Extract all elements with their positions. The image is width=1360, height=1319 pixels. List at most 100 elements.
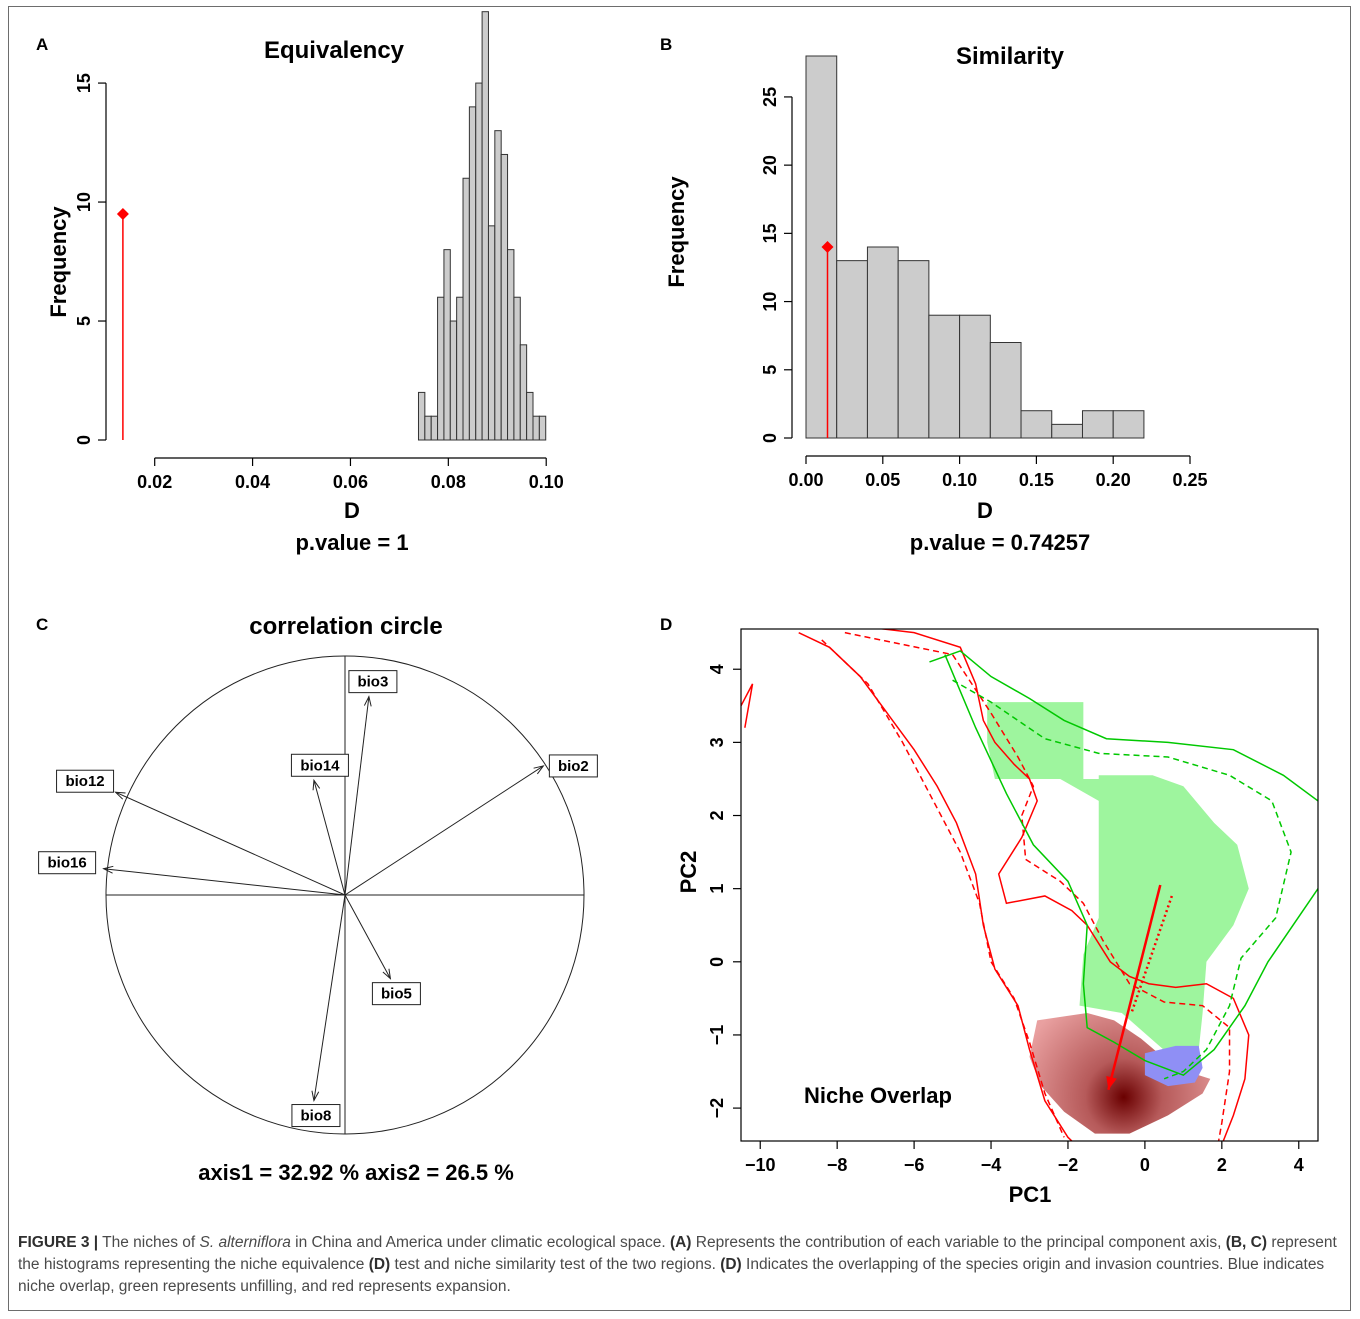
vector-label-bio12: bio12 <box>65 773 104 790</box>
d-y-tick-label-6: 4 <box>707 664 727 674</box>
d-x-tick-label-4: −2 <box>1058 1155 1079 1175</box>
b-bar-1 <box>836 260 868 439</box>
b-y-tick-label-4: 20 <box>760 155 780 175</box>
d-y-tick-label-4: 2 <box>707 811 727 821</box>
panel-b-axes: 0.00 0.05 0.10 0.15 0.20 0.25 0 5 10 15 20 25 <box>760 87 1208 490</box>
vector-bio12 <box>115 791 346 896</box>
vector-label-box-bio12 <box>56 769 115 793</box>
invasive-contour-dashed <box>952 679 1292 1080</box>
caption-ref-d1: (D) <box>368 1256 391 1273</box>
a-bar-6 <box>456 296 464 441</box>
vector-label-bio8: bio8 <box>301 1108 332 1125</box>
centroid-shift-arrowhead <box>1106 1075 1117 1090</box>
a-x-tick-label-4: 0.10 <box>529 472 564 492</box>
a-bar-11 <box>487 225 496 441</box>
a-bar-5 <box>449 320 458 441</box>
panel-d-box <box>740 628 1319 1142</box>
caption-text-5: test and niche similarity test of the tw… <box>390 1256 721 1273</box>
a-bar-0 <box>417 391 426 441</box>
d-x-tick-label-1: −8 <box>827 1155 848 1175</box>
panel-c-title: correlation circle <box>249 613 442 640</box>
invasive-contour-inner <box>944 654 1318 1077</box>
vector-arrowhead-bio2 <box>533 765 545 775</box>
panel-d-ylabel: PC2 <box>676 851 701 894</box>
a-bar-13 <box>500 153 509 441</box>
panel-a-ylabel: Frequency <box>46 206 71 318</box>
native-contour-island <box>741 683 754 728</box>
native-contour-outer <box>876 629 1250 1141</box>
a-bar-4 <box>443 249 451 441</box>
expansion-area <box>1029 1013 1211 1134</box>
vector-label-box-bio3 <box>348 670 398 694</box>
b-x-tick-label-1: 0.05 <box>865 470 900 490</box>
vector-bio5 <box>344 894 391 979</box>
vector-arrowhead-bio3 <box>363 695 372 707</box>
b-bar-8 <box>1051 423 1083 439</box>
caption-text-6: Indicates the overlapping of the species… <box>18 1256 1325 1295</box>
caption-species: S. alterniflora <box>199 1234 291 1251</box>
vector-bio16 <box>103 868 346 896</box>
caption-text-2: in China and America under climatic ecol… <box>290 1234 670 1251</box>
vector-label-bio2: bio2 <box>558 758 589 775</box>
panel-b: B Similarity 0.00 0.05 0.10 0.15 0.20 0.25 0 5 1… <box>660 35 1208 555</box>
panel-d-title: Niche Overlap <box>804 1083 952 1108</box>
panel-letter-a: A <box>36 35 48 54</box>
panel-letter-d: D <box>660 615 672 634</box>
d-y-tick-label-1: −1 <box>707 1025 727 1046</box>
figure-canvas: A Equivalency 0.02 0.04 0.06 0.08 0.10051015… <box>36 11 1319 1207</box>
a-observed-point <box>116 207 129 220</box>
panel-b-ylabel: Frequency <box>664 176 689 288</box>
a-y-tick-label-0: 0 <box>74 435 94 445</box>
b-bar-2 <box>866 246 899 439</box>
centroid-shift-dotted <box>1130 895 1174 1014</box>
panel-b-xlabel: D <box>977 498 993 523</box>
a-bar-10 <box>481 11 489 441</box>
b-bar-5 <box>959 314 991 439</box>
overlap-area <box>1144 1045 1203 1087</box>
a-y-tick-label-1: 5 <box>74 316 94 326</box>
a-bar-8 <box>468 106 477 441</box>
b-y-tick-label-5: 25 <box>760 87 780 107</box>
panel-letter-c: C <box>36 615 48 634</box>
a-y-tick-label-2: 10 <box>74 192 94 212</box>
b-y-tick-label-2: 10 <box>760 292 780 312</box>
caption-ref-d2: (D) <box>720 1256 742 1273</box>
a-bar-7 <box>462 177 470 441</box>
d-y-tick-label-5: 3 <box>707 737 727 747</box>
a-bar-9 <box>475 82 483 441</box>
d-x-tick-label-6: 2 <box>1217 1155 1227 1175</box>
vector-arrowhead-bio5 <box>382 968 392 980</box>
panel-b-pvalue: p.value = 0.74257 <box>910 530 1090 555</box>
b-bar-7 <box>1020 410 1053 439</box>
vector-arrowhead-bio8 <box>311 1090 320 1102</box>
b-x-tick-label-0: 0.00 <box>788 470 823 490</box>
b-y-tick-label-0: 0 <box>760 433 780 443</box>
b-bar-3 <box>897 260 930 439</box>
a-bar-17 <box>526 391 534 441</box>
a-bar-3 <box>437 296 445 441</box>
panel-a-pvalue: p.value = 1 <box>295 530 408 555</box>
invasive-contour-outer <box>929 650 1318 802</box>
panel-letter-b: B <box>660 35 672 54</box>
a-y-tick-label-3: 15 <box>74 73 94 93</box>
panel-b-bars <box>805 55 1145 439</box>
b-observed-point <box>821 241 834 253</box>
b-bar-4 <box>928 314 961 439</box>
vector-label-bio14: bio14 <box>300 757 340 774</box>
niche-overlap-plot <box>741 629 1318 1141</box>
native-contour-left <box>798 631 1073 1141</box>
d-x-tick-label-7: 4 <box>1294 1155 1304 1175</box>
d-x-tick-label-2: −6 <box>904 1155 925 1175</box>
figure-frame <box>8 6 1351 1311</box>
vector-label-box-bio5 <box>371 982 421 1006</box>
panel-a: A Equivalency 0.02 0.04 0.06 0.08 0.10 0 5 10 15… <box>36 11 564 555</box>
d-x-tick-label-0: −10 <box>745 1155 776 1175</box>
vector-label-bio5: bio5 <box>381 986 412 1003</box>
b-x-tick-label-3: 0.15 <box>1019 470 1054 490</box>
b-bar-10 <box>1112 410 1145 439</box>
caption-figure-label: FIGURE 3 | <box>18 1234 99 1251</box>
panel-a-title: Equivalency <box>264 37 405 64</box>
a-bar-15 <box>513 296 521 441</box>
caption-text-3: Represents the contribution of each vari… <box>691 1234 1226 1251</box>
